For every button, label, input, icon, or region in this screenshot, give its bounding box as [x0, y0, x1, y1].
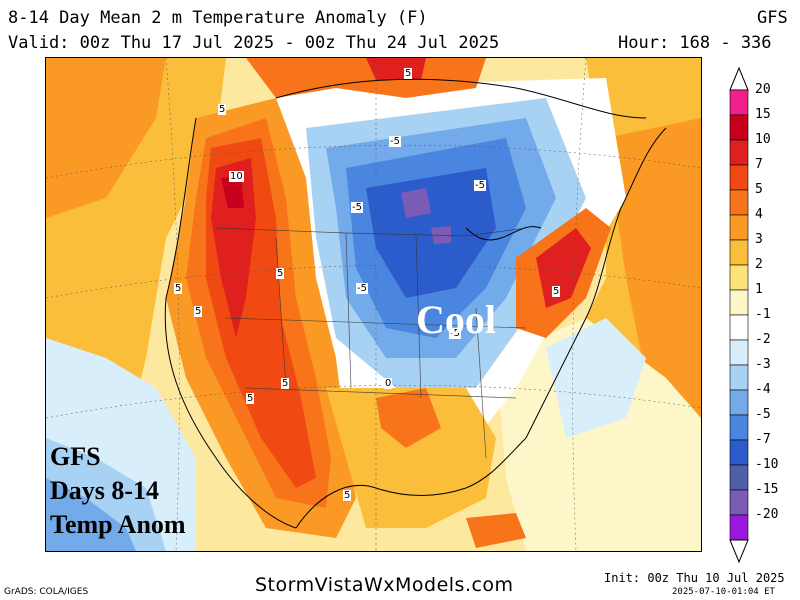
colorbar-swatch [729, 214, 749, 241]
colorbar-level-label: -5 [755, 407, 771, 422]
overlay-line-field: Temp Anom [50, 510, 186, 539]
colorbar-level-label: -15 [755, 482, 779, 497]
contour-label: -5 [356, 283, 368, 294]
colorbar-swatch [729, 489, 749, 516]
contour-label: -5 [351, 202, 363, 213]
colorbar-level-label: -2 [755, 332, 771, 347]
grads-credit: GrADS: COLA/IGES [4, 587, 89, 597]
north-warm-strip [246, 58, 486, 98]
map-graphic [46, 58, 701, 551]
contour-label: 5 [246, 393, 255, 404]
contour-label: -5 [389, 136, 401, 147]
site-url: StormVistaWxModels.com [255, 574, 514, 596]
colorbar-level-label: 20 [755, 82, 771, 97]
colorbar-swatch [729, 414, 749, 441]
colorbar-swatch [729, 314, 749, 341]
colorbar-swatch [729, 439, 749, 466]
contour-label: 5 [276, 268, 285, 279]
colorbar-swatch [729, 339, 749, 366]
contour-label: 5 [343, 490, 352, 501]
colorbar-level-label: -10 [755, 457, 779, 472]
pacific-nw-zone [46, 58, 166, 218]
colorbar-bottom-arrow [729, 539, 749, 564]
contour-label: 5 [281, 378, 290, 389]
model-name: GFS [757, 8, 788, 28]
colorbar-swatch [729, 189, 749, 216]
colorbar-level-label: 4 [755, 207, 763, 222]
contour-label: 5 [404, 68, 413, 79]
colorbar-swatch [729, 239, 749, 266]
colorbar-level-label: -7 [755, 432, 771, 447]
overlay-line-model: GFS [50, 442, 101, 471]
colorbar-swatch [729, 89, 749, 116]
colorbar-level-label: 15 [755, 107, 771, 122]
overlay-caption: GFS Days 8-14 Temp Anom [50, 440, 186, 542]
contour-label: 5 [174, 283, 183, 294]
contour-label: 5 [218, 104, 227, 115]
colorbar-level-label: 5 [755, 182, 763, 197]
colorbar-level-label: 2 [755, 257, 763, 272]
colorbar-swatch [729, 514, 749, 541]
colorbar-level-label: -4 [755, 382, 771, 397]
colorbar-level-label: -3 [755, 357, 771, 372]
colorbar-swatch [729, 464, 749, 491]
south-warm [326, 388, 496, 528]
colorbar-level-label: -20 [755, 507, 779, 522]
colorbar-swatch [729, 164, 749, 191]
contour-label: 0 [384, 378, 393, 389]
colorbar-level-label: 1 [755, 282, 763, 297]
hot-core [221, 176, 244, 208]
graticule [46, 58, 701, 551]
colorbar-swatch [729, 364, 749, 391]
contour-label: -5 [474, 180, 486, 191]
colorbar-level-label: -1 [755, 307, 771, 322]
colorbar-level-label: 10 [755, 132, 771, 147]
colorbar-swatch [729, 289, 749, 316]
colorbar-graphic [729, 66, 749, 564]
colorbar-top-arrow [729, 66, 749, 91]
colorbar-level-label: 7 [755, 157, 763, 172]
anomaly-map: 5 5 10 -5 -5 -5 -5 -5 5 5 5 5 5 5 5 0 Cool [45, 57, 702, 552]
cold-core [401, 188, 431, 218]
colorbar-swatch [729, 139, 749, 166]
colorbar-swatch [729, 114, 749, 141]
init-time: Init: 00z Thu 10 Jul 2025 [604, 571, 785, 585]
colorbar-level-label: 3 [755, 232, 763, 247]
generated-timestamp: 2025-07-10-01:04 ET [672, 587, 775, 597]
colorbar-swatch [729, 389, 749, 416]
overlay-line-days: Days 8-14 [50, 476, 160, 505]
contour-label: 5 [552, 286, 561, 297]
valid-period: Valid: 00z Thu 17 Jul 2025 - 00z Thu 24 … [8, 33, 500, 53]
coastlines [164, 78, 667, 529]
cool-region-label: Cool [416, 297, 496, 342]
contour-label: 5 [194, 306, 203, 317]
contour-label: -5 [449, 328, 461, 339]
atlantic-neutral [496, 318, 701, 551]
colorbar-swatch [729, 264, 749, 291]
contour-label: 10 [229, 171, 244, 182]
map-title: 8-14 Day Mean 2 m Temperature Anomaly (F… [8, 8, 428, 28]
forecast-hours: Hour: 168 - 336 [618, 33, 772, 53]
